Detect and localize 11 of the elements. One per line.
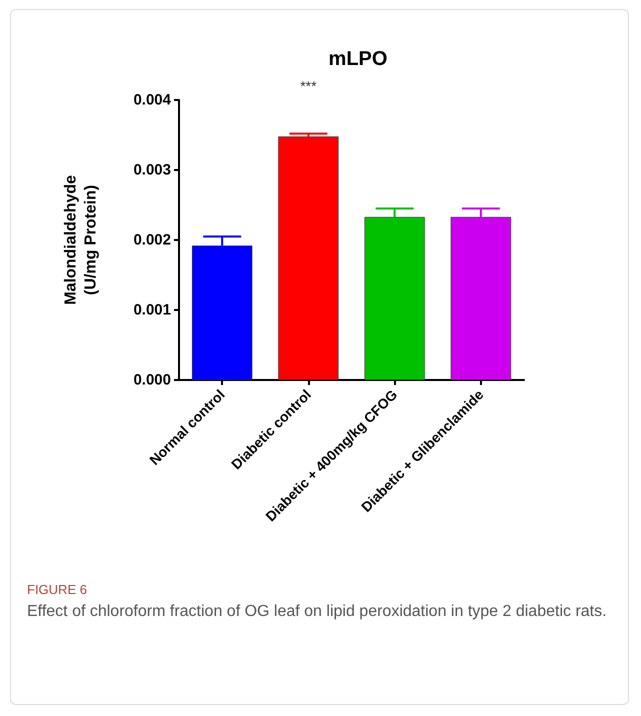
chart-title: mLPO	[328, 48, 388, 70]
y-axis-title: Malondialdehyde (U/mg Protein)	[62, 175, 100, 305]
caption: FIGURE 6	[27, 582, 88, 597]
annotation: ***	[300, 78, 318, 94]
y-tick-label: 0.001	[133, 302, 171, 318]
y-tick-label: 0.004	[133, 92, 172, 108]
y-tick-label: 0.000	[133, 372, 171, 388]
text: Effect of chloroform fraction of OG leaf on lipid peroxidation in type 2 diabetic rats.	[27, 602, 607, 622]
y-tick-label: 0.003	[133, 162, 171, 178]
y-tick-label: 0.002	[133, 232, 171, 248]
bar	[278, 136, 339, 380]
